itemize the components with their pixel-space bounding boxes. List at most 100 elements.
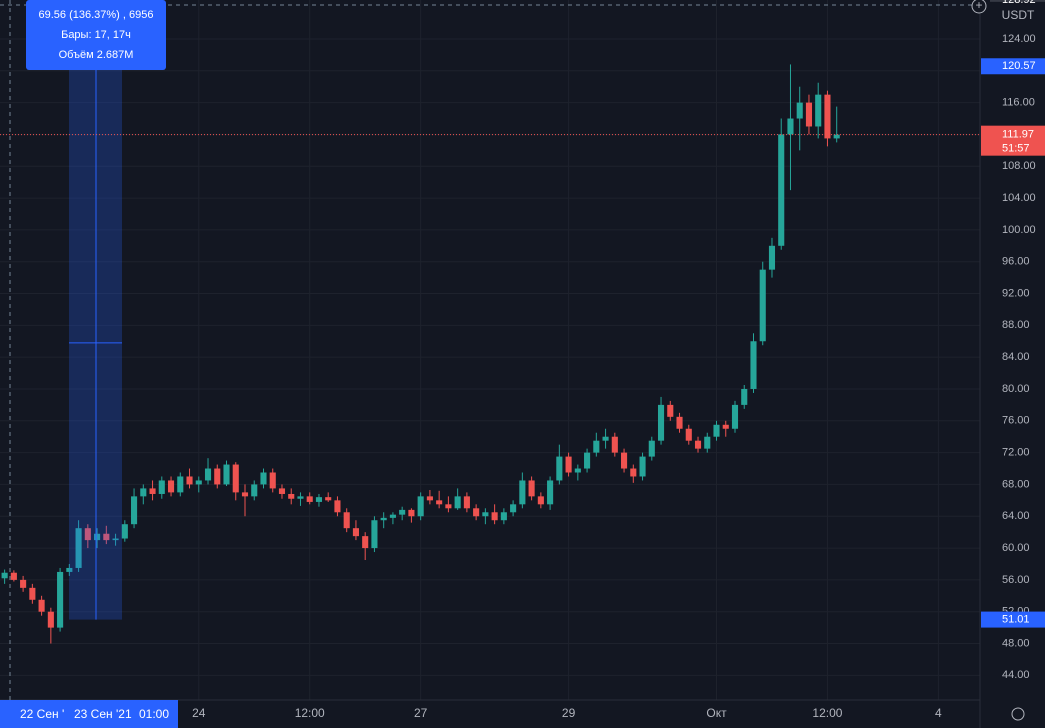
crosshair-price: 128.92 [1002,0,1036,6]
candle-body [408,509,415,517]
y-tick-label: 48.00 [1002,637,1030,649]
low-label: 51.01 [1002,613,1030,625]
y-tick-label: 104.00 [1002,192,1036,204]
y-tick-label: 124.00 [1002,33,1036,45]
candle-body [334,500,341,513]
x-tick-label: 4 [935,706,942,720]
grid [0,0,980,700]
y-tick-label: 96.00 [1002,256,1030,268]
candle-body [537,496,544,505]
y-tick-label: 44.00 [1002,669,1030,681]
candle-body [602,436,609,441]
candle-body [694,440,702,449]
x-tick-label: 24 [192,706,206,720]
candle-body [343,512,350,529]
candle-body [630,468,637,477]
candle-body [639,456,646,477]
candle-body [371,520,378,549]
countdown: 51:57 [1002,143,1030,155]
candle-body [195,480,202,485]
last-price-label: 111.97 [1002,129,1034,141]
measure-text: Бары: 17, 17ч [61,29,131,41]
currency: USDT [1002,8,1035,22]
candle-body [741,388,748,405]
candle-body [75,528,82,568]
add-icon[interactable]: + [975,0,982,12]
candle-body [778,134,785,246]
candle-body [657,404,665,441]
candle-body [731,404,739,429]
candle-body [389,514,396,518]
candle-body [426,496,433,501]
candle-body [315,497,323,502]
x-tick-label: 29 [562,706,576,720]
y-tick-label: 108.00 [1002,160,1036,172]
measure-time-range [0,700,178,728]
y-tick-label: 92.00 [1002,287,1030,299]
plot [0,64,980,644]
y-tick-label: 88.00 [1002,319,1030,331]
candle-body [38,599,45,612]
measure-date: 22 Сен ' [20,707,64,721]
candle-body [805,102,813,127]
y-tick-label: 60.00 [1002,542,1030,554]
candle-body [796,102,803,119]
last-price-box [981,125,1045,156]
candle-body [131,496,138,525]
candle-body [288,493,295,499]
candle-body [278,488,286,494]
candle-body [528,480,535,497]
candle-body [445,504,452,509]
x-tick-label: Окт [706,706,727,720]
measure-tooltip [26,0,166,70]
candle-body [556,456,563,481]
candle-body [84,528,91,541]
candle-body [10,572,17,580]
measure-text: Объём 2.687M [59,49,134,61]
candle-body [491,512,498,521]
x-tick-label: 12:00 [295,706,325,720]
candle-body [454,496,461,509]
candle-body [29,587,36,600]
candle-body [167,480,175,493]
y-tick-label: 64.00 [1002,510,1030,522]
candle-body [260,472,267,485]
measure-text: 69.56 (136.37%) , 6956 [39,9,154,21]
candle-body [750,341,757,389]
candle-body [667,404,674,417]
candle-body [593,440,600,453]
candle-body [232,464,239,493]
x-tick-label: 12:00 [812,706,842,720]
y-tick-label: 68.00 [1002,478,1030,490]
candle-body [815,94,822,127]
candle-body [482,512,489,517]
x-tick-label: 27 [414,706,428,720]
add-button[interactable] [971,0,987,14]
candle-body [417,496,424,517]
candle-body [306,496,313,502]
candle-body [241,492,249,497]
candle-body [103,533,110,541]
axes: 44.0048.0052.0056.0060.0064.0068.0072.00… [192,0,1045,720]
candle-body [66,567,73,572]
candle-body [611,436,618,453]
y-tick-label: 76.00 [1002,415,1030,427]
candle-body [204,468,212,481]
candle-body [121,524,128,539]
candle-body [177,476,184,493]
candle-body [473,508,480,517]
candle-body [574,468,581,473]
candle-body [57,571,64,628]
low-label-box [981,611,1045,628]
candle-body [399,509,406,515]
y-tick-label: 116.00 [1002,97,1035,109]
candle-body [713,424,720,437]
settings-button[interactable] [1011,707,1025,721]
candle-body [140,488,147,497]
measure-date: 23 Сен '21 [74,707,132,721]
candle-body [158,480,165,494]
candle-body [325,497,332,501]
